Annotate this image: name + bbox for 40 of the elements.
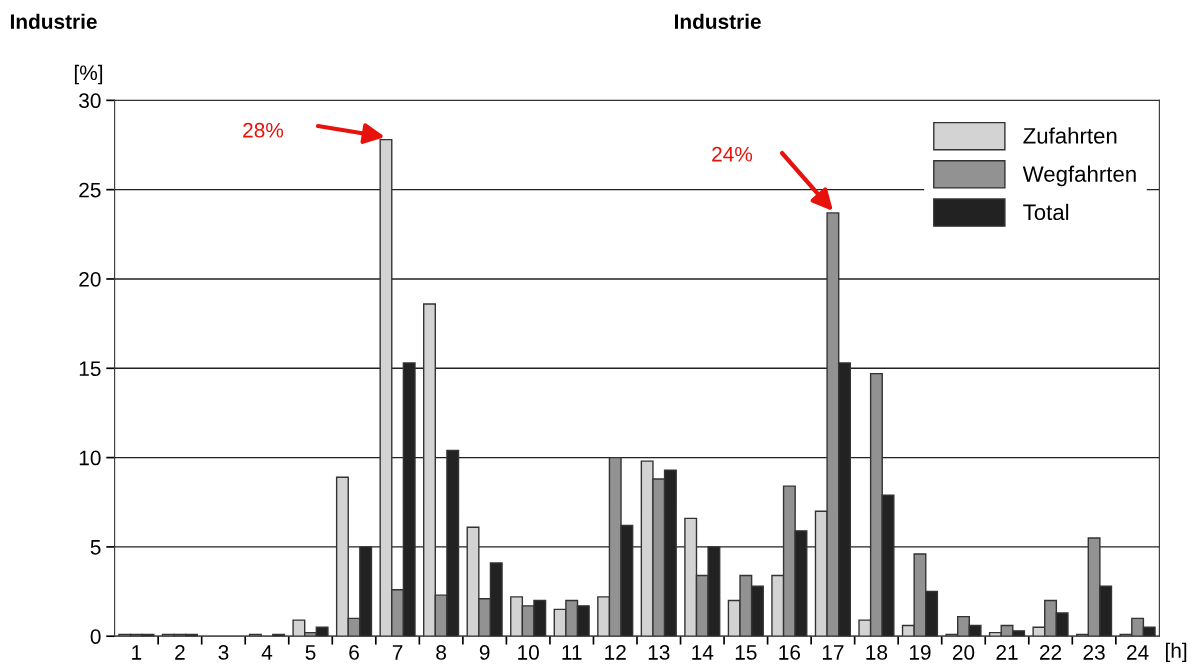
legend-label: Zufahrten: [1023, 127, 1117, 144]
annotation: 28%: [243, 122, 284, 138]
legend-label: Wegfahrten: [1022, 165, 1136, 187]
x-tick-label: 15: [735, 645, 757, 660]
x-tick-label: 4: [261, 645, 273, 660]
y-tick-label: 15: [79, 361, 101, 377]
x-tick-label: 20: [952, 645, 975, 660]
x-axis-title: [h]: [1165, 642, 1187, 663]
x-tick-label: 22: [1040, 645, 1062, 660]
x-tick-label: 7: [392, 645, 403, 660]
x-tick-label: 2: [175, 645, 185, 660]
text: Industrie: [10, 13, 97, 30]
x-tick-label: 21: [996, 645, 1018, 660]
chart-title: Industrie: [675, 13, 761, 30]
x-tick-label: 1: [132, 645, 142, 660]
x-tick-label: 24: [1127, 645, 1149, 660]
y-tick-label: 0: [90, 629, 101, 644]
annotation: 24%: [712, 146, 753, 162]
x-tick-label: 3: [218, 645, 229, 660]
x-tick-label: 5: [305, 645, 316, 660]
y-tick-label: 5: [90, 540, 101, 555]
y-tick-label: 25: [79, 182, 101, 198]
x-tick-label: 17: [822, 645, 844, 660]
y-tick-label: 10: [79, 450, 101, 466]
x-tick-label: 9: [479, 645, 490, 660]
legend-label: Total: [1023, 203, 1069, 221]
y-axis-title: [%]: [74, 64, 103, 85]
x-tick-label: 19: [909, 645, 931, 660]
x-tick-label: 14: [692, 645, 714, 660]
x-tick-label: 8: [436, 645, 446, 660]
x-tick-label: 13: [648, 645, 670, 660]
x-tick-label: 16: [779, 645, 801, 660]
x-tick-label: 23: [1083, 645, 1105, 660]
x-tick-label: 11: [562, 645, 582, 660]
x-tick-label: 12: [605, 645, 626, 660]
x-tick-label: 18: [866, 645, 888, 660]
y-tick-label: 20: [79, 271, 101, 287]
x-tick-label: 10: [518, 645, 539, 660]
y-tick-label: 30: [79, 93, 101, 109]
x-tick-label: 6: [349, 645, 359, 660]
